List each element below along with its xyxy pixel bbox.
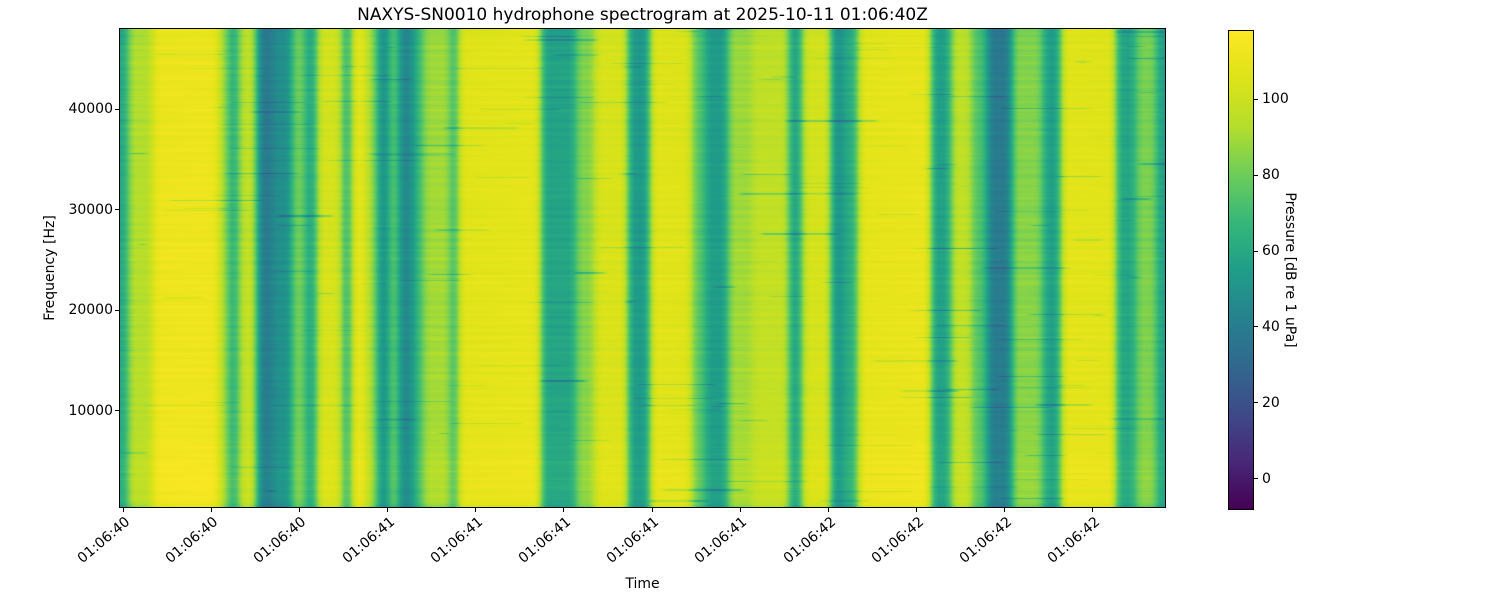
- colorbar-tick-mark: [1254, 326, 1258, 328]
- x-tick-mark: [916, 508, 918, 512]
- colorbar-label: Pressure [dB re 1 uPa]: [1282, 192, 1298, 348]
- y-tick-mark: [115, 410, 119, 412]
- colorbar-tick-label: 40: [1262, 318, 1280, 335]
- chart-title: NAXYS-SN0010 hydrophone spectrogram at 2…: [357, 5, 928, 25]
- x-tick-label: 01:06:42: [1044, 514, 1104, 567]
- colorbar-tick-mark: [1254, 250, 1258, 252]
- x-tick-mark: [387, 508, 389, 512]
- y-tick-label: 30000: [68, 201, 113, 218]
- colorbar-tick-label: 0: [1262, 470, 1271, 487]
- x-tick-mark: [210, 508, 212, 512]
- y-tick-label: 20000: [68, 302, 113, 319]
- x-tick-mark: [1004, 508, 1006, 512]
- colorbar-tick-label: 20: [1262, 394, 1280, 411]
- colorbar-tick-label: 100: [1262, 91, 1289, 108]
- colorbar-tick-mark: [1254, 98, 1258, 100]
- colorbar-tick-label: 80: [1262, 167, 1280, 184]
- colorbar-tick-label: 60: [1262, 243, 1280, 260]
- y-axis-label: Frequency [Hz]: [42, 215, 58, 321]
- x-tick-mark: [651, 508, 653, 512]
- x-axis-label: Time: [625, 576, 660, 592]
- y-tick-mark: [115, 309, 119, 311]
- y-tick-mark: [115, 209, 119, 211]
- colorbar-tick-mark: [1254, 402, 1258, 404]
- y-tick-mark: [115, 108, 119, 110]
- x-tick-mark: [563, 508, 565, 512]
- x-tick-mark: [298, 508, 300, 512]
- colorbar-tick-mark: [1254, 478, 1258, 480]
- y-tick-label: 10000: [68, 402, 113, 419]
- x-tick-mark: [739, 508, 741, 512]
- x-tick-mark: [1092, 508, 1094, 512]
- x-tick-mark: [827, 508, 829, 512]
- y-tick-label: 40000: [68, 101, 113, 118]
- spectrogram-heatmap: [120, 29, 1165, 507]
- colorbar-tick-mark: [1254, 174, 1258, 176]
- colorbar: [1228, 30, 1254, 510]
- x-tick-mark: [122, 508, 124, 512]
- plot-area: [119, 28, 1166, 508]
- x-tick-mark: [475, 508, 477, 512]
